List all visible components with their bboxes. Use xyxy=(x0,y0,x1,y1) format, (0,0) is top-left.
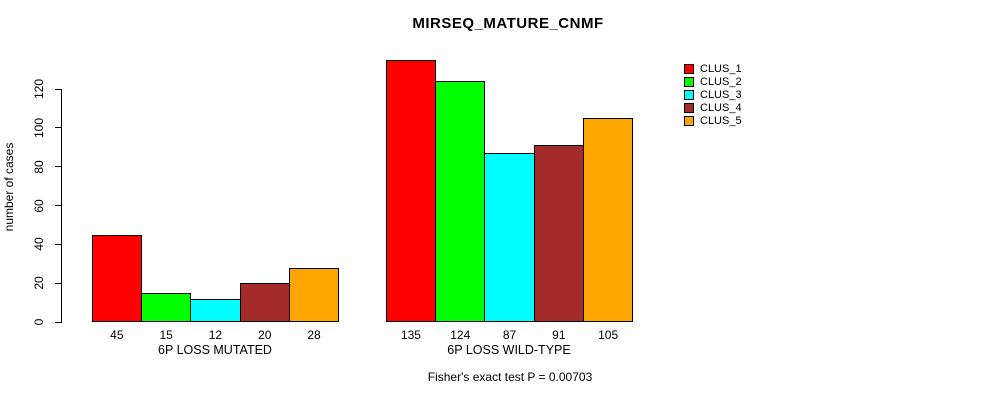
bar xyxy=(484,153,535,322)
bar xyxy=(435,81,486,322)
bar-value-label: 45 xyxy=(110,328,124,342)
bar-value-label: 20 xyxy=(258,328,272,342)
bar-value-label: 105 xyxy=(598,328,619,342)
legend-item: CLUS_3 xyxy=(684,89,742,101)
legend-item: CLUS_2 xyxy=(684,76,742,88)
y-axis-tick-label: 60 xyxy=(32,198,46,213)
bar xyxy=(91,234,142,322)
legend-swatch xyxy=(684,77,694,87)
bar xyxy=(141,292,192,322)
bar xyxy=(533,145,584,322)
bar xyxy=(190,298,241,322)
legend-swatch xyxy=(684,90,694,100)
legend-label: CLUS_2 xyxy=(700,76,742,88)
legend: CLUS_1 CLUS_2 CLUS_3 CLUS_4 CLUS_5 xyxy=(684,64,742,129)
y-axis-tick-label: 40 xyxy=(32,237,46,252)
bar-value-label: 124 xyxy=(450,328,471,342)
y-axis-tick-label: 100 xyxy=(32,117,46,138)
y-axis-tick xyxy=(55,127,62,129)
x-axis-group-label-mutated: 6P LOSS MUTATED xyxy=(158,343,272,357)
y-axis-tick xyxy=(55,243,62,245)
bar-value-label: 135 xyxy=(400,328,421,342)
annotation-text: Fisher's exact test P = 0.00703 xyxy=(427,370,593,384)
legend-item: CLUS_5 xyxy=(684,115,742,127)
chart-title: MIRSEQ_MATURE_CNMF xyxy=(412,15,604,32)
y-axis-tick-label: 120 xyxy=(32,78,46,100)
y-axis-tick-label: 0 xyxy=(32,318,46,326)
y-axis-tick xyxy=(55,88,62,90)
legend-label: CLUS_1 xyxy=(700,63,742,75)
legend-swatch xyxy=(684,116,694,126)
legend-swatch xyxy=(684,103,694,113)
legend-label: CLUS_4 xyxy=(700,102,742,114)
y-axis-tick-label: 20 xyxy=(32,276,46,290)
x-axis-group-label-wildtype: 6P LOSS WILD-TYPE xyxy=(447,343,571,357)
legend-swatch xyxy=(684,64,694,74)
bar-value-label: 28 xyxy=(307,328,321,342)
bar-value-label: 15 xyxy=(159,328,173,342)
bar xyxy=(239,283,290,322)
bar xyxy=(288,267,340,322)
bar xyxy=(385,59,437,322)
y-axis-tick xyxy=(55,321,62,323)
legend-label: CLUS_5 xyxy=(700,115,742,127)
bar-value-label: 12 xyxy=(208,328,223,342)
bar-value-label: 87 xyxy=(502,328,517,342)
y-axis-tick xyxy=(55,166,62,168)
legend-item: CLUS_1 xyxy=(684,63,742,75)
legend-item: CLUS_4 xyxy=(684,102,742,114)
y-axis-tick xyxy=(55,205,62,206)
bar xyxy=(583,118,634,322)
bar-value-label: 91 xyxy=(552,328,566,342)
y-axis-tick-label: 80 xyxy=(32,159,46,174)
legend-label: CLUS_3 xyxy=(700,89,742,101)
y-axis-tick xyxy=(55,282,62,284)
